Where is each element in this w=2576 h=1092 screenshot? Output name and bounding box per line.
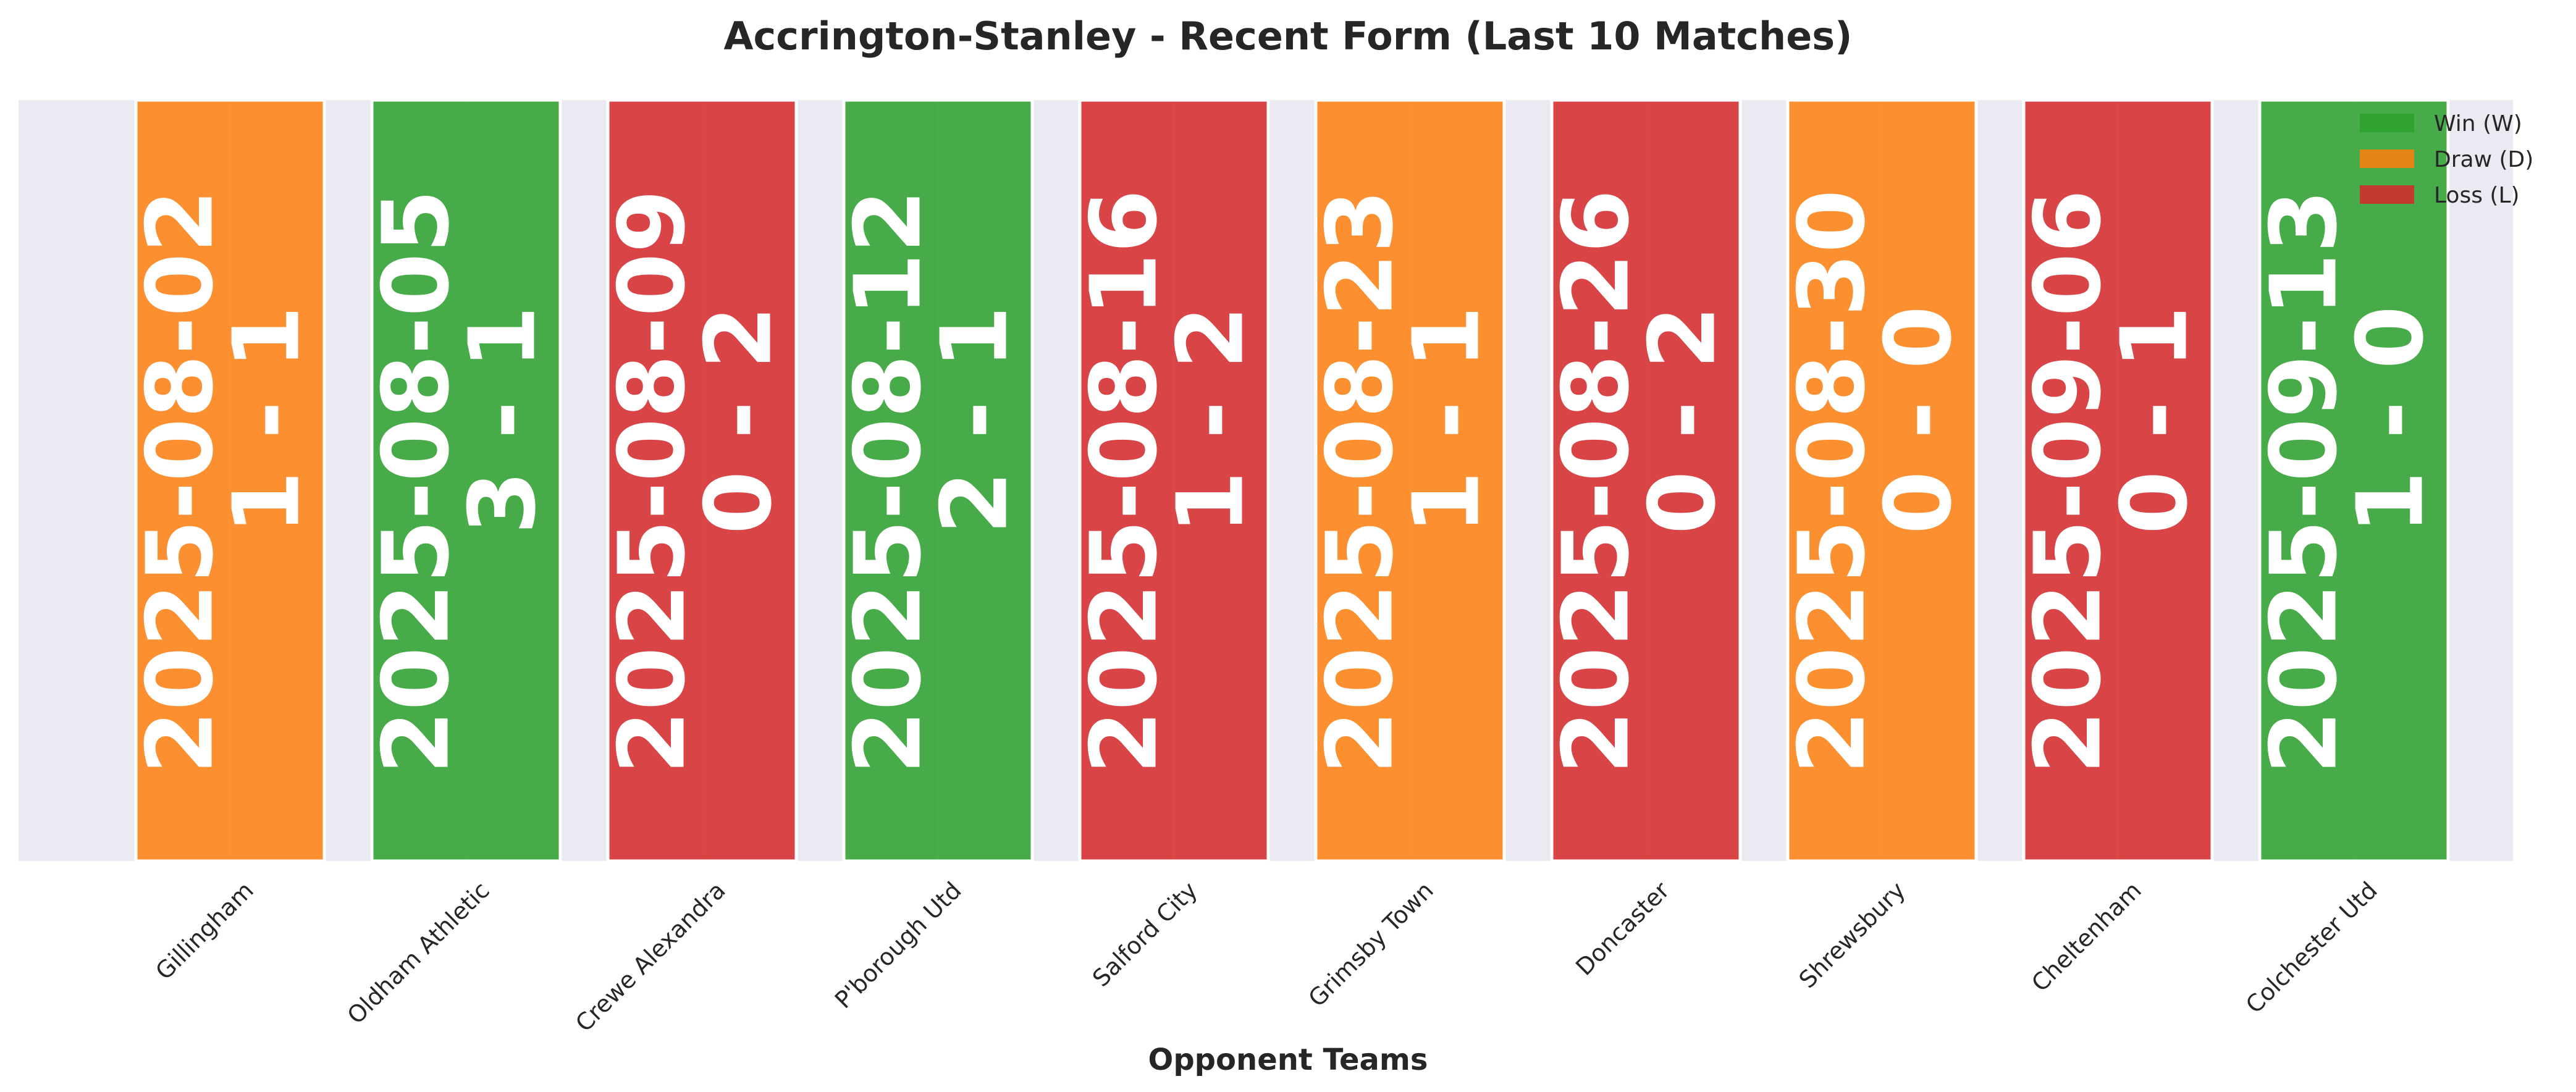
bar-date-label: 2025-08-02	[127, 190, 234, 775]
x-axis-label: Opponent Teams	[1148, 1043, 1428, 1077]
bar-score-label: 1 - 1	[214, 306, 320, 534]
bar-score-label: 0 - 1	[2102, 306, 2208, 534]
bar-score-label: 1 - 2	[1158, 306, 1264, 534]
bar-date-label: 2025-08-23	[1307, 190, 1413, 775]
bar-w	[370, 98, 562, 863]
legend-label: Loss (L)	[2434, 183, 2520, 208]
bar-d	[134, 98, 326, 863]
bar-date-label: 2025-08-26	[1543, 190, 1649, 775]
bar-d	[1314, 98, 1506, 863]
x-tick-label: Crewe Alexandra	[570, 876, 731, 1037]
legend-swatch	[2360, 114, 2414, 132]
bar-date-label: 2025-09-13	[2251, 190, 2357, 775]
bar-date-label: 2025-09-06	[2015, 190, 2121, 775]
legend-label: Draw (D)	[2434, 147, 2533, 172]
legend-swatch	[2360, 185, 2414, 204]
x-tick-labels: Gillingham Oldham Athletic Crewe Alexandra…	[150, 876, 2383, 1037]
x-tick-label: Oldham Athletic	[342, 876, 495, 1029]
x-tick-label: Shrewsbury	[1794, 876, 1911, 993]
x-tick-label: Salford City	[1087, 876, 1203, 992]
x-tick-label: Cheltenham	[2026, 876, 2147, 997]
bar-l	[606, 98, 798, 863]
bars: 2025-08-021 - 1 2025-08-053 - 1 2025-08-09…	[127, 98, 2450, 863]
bar-w	[842, 98, 1034, 863]
bar-l	[2022, 98, 2214, 863]
x-tick-label: Doncaster	[1570, 876, 1675, 981]
bar-date-label: 2025-08-30	[1779, 190, 1885, 775]
chart-title: Accrington-Stanley - Recent Form (Last 1…	[723, 14, 1852, 59]
bar-date-label: 2025-08-05	[363, 190, 469, 775]
x-tick-label: Grimsby Town	[1303, 876, 1438, 1012]
bar-score-label: 1 - 0	[2338, 306, 2444, 534]
bar-score-label: 0 - 2	[686, 306, 792, 534]
bar-score-label: 0 - 2	[1630, 306, 1736, 534]
legend-swatch	[2360, 149, 2414, 168]
bar-date-label: 2025-08-12	[835, 190, 941, 775]
x-tick-label: P'borough Utd	[830, 876, 967, 1014]
bar-l	[1078, 98, 1270, 863]
x-tick-label: Gillingham	[150, 876, 259, 985]
legend-label: Win (W)	[2434, 111, 2522, 136]
bar-w	[2258, 98, 2450, 863]
x-tick-label: Colchester Utd	[2241, 876, 2383, 1018]
bar-score-label: 3 - 1	[450, 306, 556, 534]
bar-l	[1550, 98, 1742, 863]
bar-d	[1786, 98, 1978, 863]
bar-score-label: 2 - 1	[922, 306, 1028, 534]
bar-date-label: 2025-08-09	[599, 190, 705, 775]
bar-score-label: 1 - 1	[1394, 306, 1500, 534]
bar-date-label: 2025-08-16	[1071, 190, 1177, 775]
legend: Win (W) Draw (D) Loss (L)	[2360, 111, 2533, 208]
bar-score-label: 0 - 0	[1866, 306, 1972, 534]
